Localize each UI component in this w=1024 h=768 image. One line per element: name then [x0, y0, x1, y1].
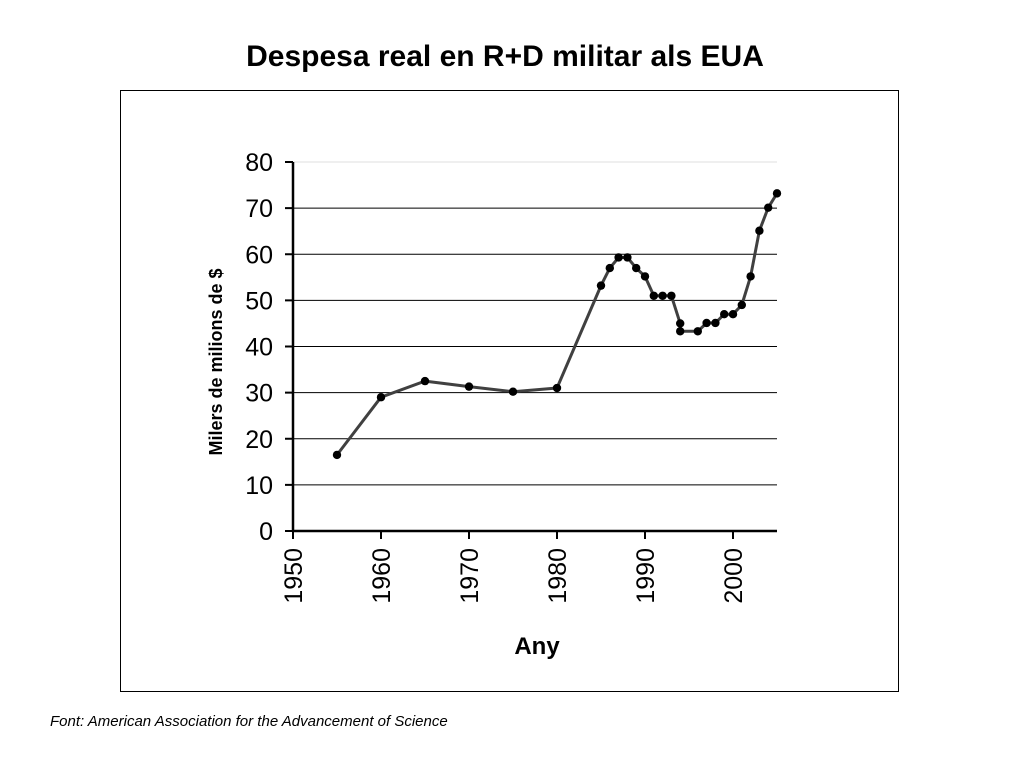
data-point: [711, 318, 720, 328]
data-point: [676, 327, 685, 336]
x-tick-label: 1990: [632, 548, 660, 604]
data-point: [623, 253, 632, 262]
data-point: [667, 291, 676, 300]
chart-title: Despesa real en R+D militar als EUA: [246, 40, 764, 73]
y-tick-label: 0: [259, 518, 273, 546]
data-point: [552, 383, 562, 393]
data-point: [737, 300, 746, 310]
gridlines: [293, 161, 777, 486]
data-point: [772, 189, 782, 198]
y-tick-label: 60: [245, 241, 273, 269]
x-tick-label: 1980: [544, 548, 572, 604]
axes: 0 10 20 30 40 50 60 70 80 1950 1960 1970 1980 1990 200…: [245, 149, 777, 604]
data-point: [755, 226, 764, 235]
x-tick-label: 1970: [456, 548, 484, 604]
y-tick-label: 30: [245, 380, 273, 408]
data-point: [746, 272, 755, 281]
data-point: [649, 291, 658, 300]
series-line-0: [335, 192, 779, 456]
x-tick-label: 1960: [368, 548, 396, 604]
data-point: [596, 281, 606, 290]
y-tick-label: 10: [245, 472, 273, 500]
data-point: [632, 263, 641, 273]
data-point: [676, 319, 685, 328]
x-tick-label: 2000: [720, 548, 748, 604]
axis-labels: Any Milers de milions de $: [206, 268, 560, 660]
y-tick-label: 40: [245, 334, 273, 362]
data-point: [332, 450, 342, 460]
y-tick-label: 70: [245, 195, 273, 223]
data-point: [376, 393, 386, 402]
data-point: [508, 387, 518, 396]
data-point: [614, 253, 623, 262]
data-point: [420, 376, 430, 386]
y-tick-label: 20: [245, 426, 273, 454]
y-tick-label: 80: [245, 149, 273, 177]
source-note: Font: American Association for the Advan…: [50, 713, 448, 730]
x-axis-title: Any: [514, 633, 560, 660]
data-point: [764, 203, 773, 212]
data-point: [658, 291, 667, 300]
data-point: [605, 263, 614, 273]
data-point: [728, 310, 738, 319]
y-axis-title: Milers de milions de $: [206, 268, 226, 455]
series-layer: [332, 189, 782, 460]
data-point: [464, 382, 474, 391]
x-tick-label: 1950: [280, 548, 308, 604]
data-point: [693, 327, 702, 336]
data-point: [702, 318, 711, 328]
y-tick-label: 50: [245, 287, 273, 315]
data-point: [640, 272, 650, 281]
data-point: [720, 310, 729, 319]
